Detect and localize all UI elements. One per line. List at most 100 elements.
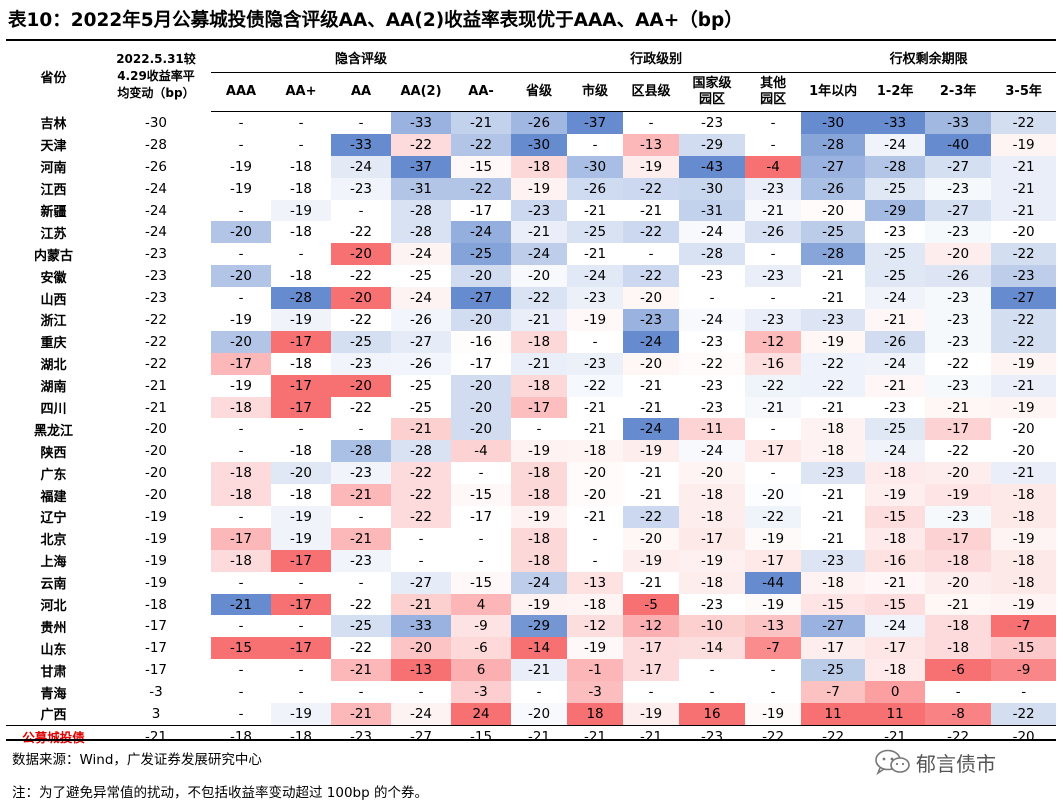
value-cell: -33 [331,133,391,156]
value-cell: -18 [801,418,866,441]
value-cell: -21 [567,396,624,419]
value-cell: -18 [271,352,331,375]
value-cell: -27 [451,287,512,310]
value-cell: - [648,684,654,701]
value-cell: -26 [925,265,992,288]
table-row: 福建 -20 -18 -18 -21 -22 -15 -18 -20 -21 -18 -20 -21 -1… [6,484,1057,507]
value-cell: -18 [679,506,746,528]
province-cell: 上海 [40,555,67,571]
column-header: 3-5年 [991,72,1057,112]
province-cell: 内蒙古 [33,248,73,264]
value-cell: - [709,684,715,701]
value-cell: - [770,684,776,701]
value-cell: -17 [271,396,331,419]
value-cell: -25 [865,418,926,441]
total-row: 公募城投债 -21 -18 -18 -23 -27 -15 -21 -21 -21 -23 -22 -2… [6,724,1057,748]
value-cell: -18 [801,440,866,463]
value-cell: - [770,290,776,307]
value-cell: -12 [623,615,680,638]
value-cell: -20 [623,287,680,310]
value-cell: -33 [391,111,451,134]
value-cell: -23 [679,330,746,353]
value-cell: -28 [391,440,451,463]
value-cell: -24 [331,155,391,178]
table-row: 湖北 -22 -17 -18 -23 -26 -17 -21 -23 -20 -22 -16 -22 -2… [6,352,1057,375]
value-cell: -20 [451,265,512,288]
value-cell: -19 [679,549,746,572]
value-cell: -20 [623,527,680,550]
value-cell: -22 [745,724,802,748]
value-cell: -17 [271,637,331,660]
value-cell: -17 [451,506,512,528]
value-cell: -19 [211,177,271,200]
value-cell: -19 [271,703,331,726]
value-cell: -18 [679,571,746,594]
value-cell: -23 [925,374,992,397]
value-cell: -9 [451,615,512,638]
table-row: 甘肃 -17- - -21 -13 6 -21 -1 -17- - -25 -18 -6 -9 [6,659,1057,682]
value-cell: -20 [745,484,802,507]
province-cell: 云南 [40,577,67,593]
value-cell: -18 [511,374,568,397]
value-cell: -25 [801,221,866,244]
value-cell: -19 [865,484,926,507]
value-cell: - [298,136,304,153]
column-header-line: 其他 [760,76,787,91]
province-cell: 浙江 [40,314,67,330]
value-cell: - [238,618,244,635]
value-cell: -20 [511,703,568,726]
value-cell: -30 [567,155,624,178]
column-header: AA+ [271,72,331,112]
value-cell: -25 [391,374,451,397]
value-cell: -18 [865,659,926,682]
column-header-line: AA [350,84,372,99]
value-cell: -22 [925,352,992,375]
value-cell: -22 [991,111,1057,134]
table-row: 浙江 -22 -19 -19 -22 -26 -20 -21 -19 -23 -24 -23 -23 -2… [6,309,1057,331]
value-cell: -18 [271,155,331,178]
value-cell: -22 [623,506,680,528]
value-cell: -27 [801,615,866,638]
value-cell: -20 [801,199,866,222]
value-cell: -37 [567,111,624,134]
value-cell: -22 [391,462,451,485]
avg-change-cell: -20 [144,465,168,482]
value-cell: - [298,421,304,438]
value-cell: -7 [745,637,802,660]
avg-change-cell: -23 [144,290,168,307]
value-cell: -27 [801,155,866,178]
value-cell: - [238,114,244,131]
value-cell: - [592,530,598,547]
value-cell: -18 [925,549,992,572]
value-cell: -20 [623,352,680,375]
value-cell: - [238,662,244,679]
value-cell: -25 [801,659,866,682]
value-cell: - [358,114,364,131]
value-cell: -21 [567,724,624,748]
value-cell: -22 [331,265,391,288]
value-cell: -6 [451,637,512,660]
value-cell: - [238,246,244,263]
value-cell: -24 [865,287,926,310]
value-cell: -20 [925,243,992,266]
value-cell: -18 [511,527,568,550]
table-body: 吉林 -30- - - -33 -21 -26 -37- -23- -30 -33 -33 -22 天津 -… [6,111,1057,748]
value-cell: -18 [271,440,331,463]
table-row: 广东 -20 -18 -20 -23 -22- -18 -20 -21 -20- -23 -18 -20… [6,462,1057,485]
column-header: AA [331,72,391,112]
avg-change-cell: -18 [144,596,168,613]
value-cell: -17 [745,549,802,572]
value-cell: -26 [511,111,568,134]
value-cell: -21 [865,309,926,331]
value-cell: -21 [991,177,1057,200]
value-cell: -31 [679,199,746,222]
value-cell: -19 [211,374,271,397]
value-cell: -16 [745,352,802,375]
value-cell: -24 [679,221,746,244]
value-cell: -22 [623,221,680,244]
province-cell: 广东 [40,467,67,483]
table-row: 青海 -3 - - - - -3 - -3 - - - -7 0 - - [6,681,1056,704]
value-cell: -28 [679,243,746,266]
column-header-line: 市级 [582,84,609,99]
avg-change-cell: -24 [144,180,168,197]
